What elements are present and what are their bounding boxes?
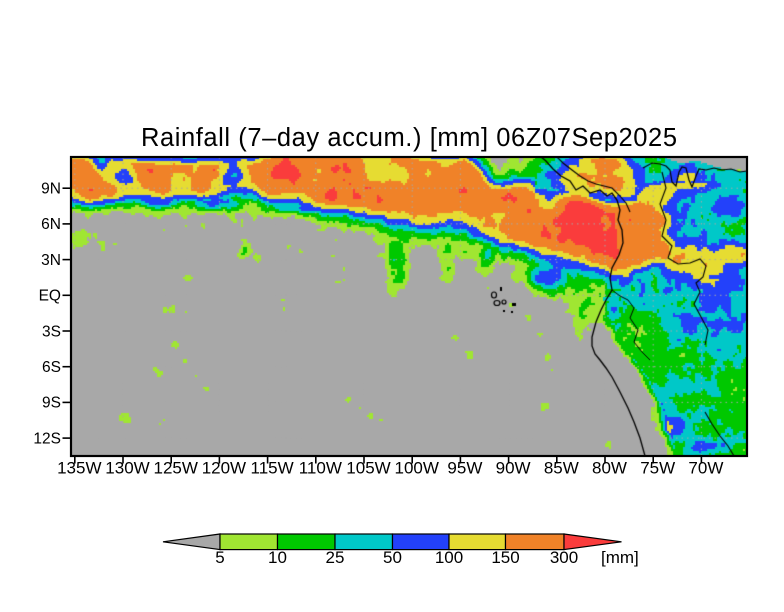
svg-text:Rainfall (7–day accum.) [mm] 0: Rainfall (7–day accum.) [mm] 06Z07Sep202… bbox=[141, 124, 677, 152]
svg-text:100: 100 bbox=[435, 548, 463, 567]
svg-text:85W: 85W bbox=[544, 459, 579, 478]
svg-text:25: 25 bbox=[326, 548, 345, 567]
svg-text:3S: 3S bbox=[42, 323, 61, 340]
svg-text:100W: 100W bbox=[394, 459, 438, 478]
svg-text:105W: 105W bbox=[346, 459, 390, 478]
svg-text:90W: 90W bbox=[496, 459, 531, 478]
svg-text:80W: 80W bbox=[592, 459, 627, 478]
svg-text:6N: 6N bbox=[41, 216, 61, 233]
svg-text:95W: 95W bbox=[447, 459, 482, 478]
svg-text:5: 5 bbox=[215, 548, 224, 567]
svg-text:EQ: EQ bbox=[39, 288, 61, 305]
svg-text:75W: 75W bbox=[640, 459, 675, 478]
svg-text:50: 50 bbox=[383, 548, 402, 567]
svg-text:115W: 115W bbox=[251, 459, 294, 478]
svg-text:120W: 120W bbox=[202, 459, 246, 478]
svg-text:130W: 130W bbox=[105, 459, 149, 478]
svg-text:110W: 110W bbox=[299, 459, 342, 478]
svg-text:135W: 135W bbox=[57, 459, 101, 478]
svg-text:70W: 70W bbox=[688, 459, 723, 478]
svg-text:9S: 9S bbox=[42, 395, 61, 412]
svg-text:12S: 12S bbox=[33, 430, 61, 447]
svg-text:3N: 3N bbox=[41, 252, 61, 269]
svg-text:9N: 9N bbox=[41, 181, 61, 198]
svg-text:125W: 125W bbox=[153, 459, 197, 478]
svg-text:150: 150 bbox=[491, 548, 519, 567]
svg-text:6S: 6S bbox=[42, 359, 61, 376]
svg-text:10: 10 bbox=[268, 548, 287, 567]
svg-text:300: 300 bbox=[550, 548, 578, 567]
svg-text:[mm]: [mm] bbox=[601, 548, 639, 567]
